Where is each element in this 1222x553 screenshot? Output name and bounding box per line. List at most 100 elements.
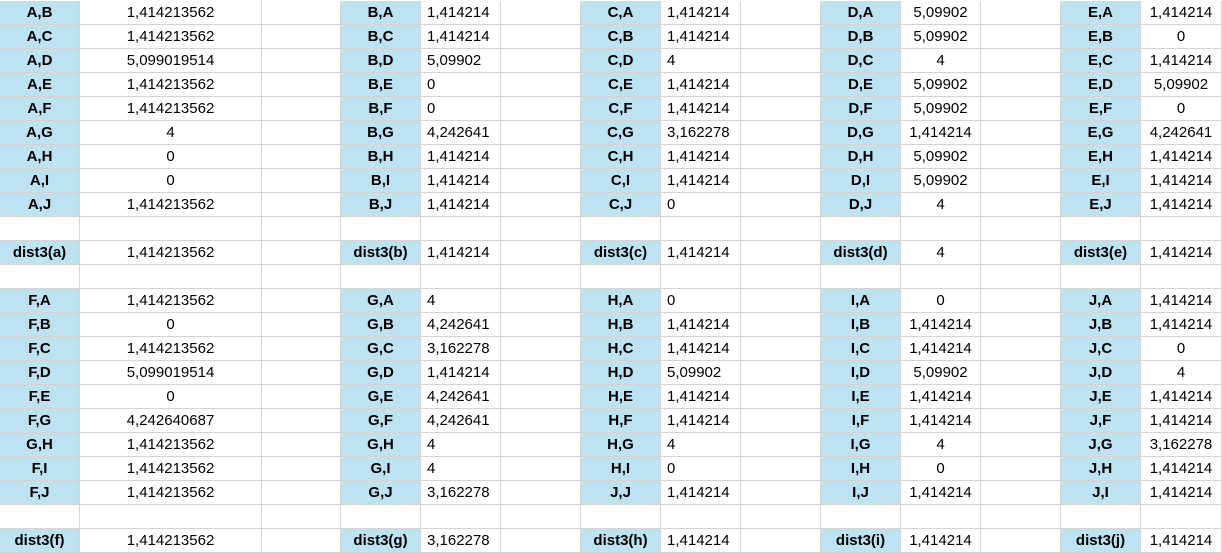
distance-value-cell[interactable]: 1,414214 <box>1141 169 1222 193</box>
empty-cell[interactable] <box>981 49 1061 73</box>
empty-cell[interactable] <box>501 337 581 361</box>
distance-value-cell[interactable]: 1,414214 <box>901 121 981 145</box>
pair-label-cell[interactable]: A,B <box>0 1 80 25</box>
pair-label-cell[interactable]: J,B <box>1061 313 1141 337</box>
pair-label-cell[interactable]: J,E <box>1061 385 1141 409</box>
empty-cell[interactable] <box>981 313 1061 337</box>
empty-cell[interactable] <box>262 313 341 337</box>
empty-cell[interactable] <box>0 505 80 529</box>
empty-cell[interactable] <box>661 505 741 529</box>
pair-label-cell[interactable]: A,F <box>0 97 80 121</box>
empty-cell[interactable] <box>741 121 821 145</box>
pair-label-cell[interactable]: J,A <box>1061 289 1141 313</box>
distance-value-cell[interactable]: 4 <box>421 433 501 457</box>
empty-cell[interactable] <box>981 25 1061 49</box>
pair-label-cell[interactable]: C,I <box>581 169 661 193</box>
distance-value-cell[interactable]: 1,414214 <box>661 97 741 121</box>
empty-cell[interactable] <box>262 433 341 457</box>
empty-cell[interactable] <box>821 505 901 529</box>
pair-label-cell[interactable]: E,G <box>1061 121 1141 145</box>
dist3-g-label[interactable]: dist3(g) <box>341 529 421 553</box>
empty-cell[interactable] <box>981 457 1061 481</box>
empty-cell[interactable] <box>501 289 581 313</box>
pair-label-cell[interactable]: C,H <box>581 145 661 169</box>
empty-cell[interactable] <box>741 169 821 193</box>
distance-value-cell[interactable]: 1,414214 <box>421 1 501 25</box>
empty-cell[interactable] <box>581 505 661 529</box>
empty-cell[interactable] <box>262 1 341 25</box>
empty-cell[interactable] <box>981 73 1061 97</box>
pair-label-cell[interactable]: D,F <box>821 97 901 121</box>
distance-value-cell[interactable]: 5,09902 <box>901 73 981 97</box>
dist3-i-value[interactable]: 1,414214 <box>901 529 981 553</box>
distance-value-cell[interactable]: 0 <box>661 457 741 481</box>
pair-label-cell[interactable]: B,G <box>341 121 421 145</box>
distance-value-cell[interactable]: 1,414214 <box>421 145 501 169</box>
empty-cell[interactable] <box>741 49 821 73</box>
empty-cell[interactable] <box>741 337 821 361</box>
empty-cell[interactable] <box>741 25 821 49</box>
empty-cell[interactable] <box>501 193 581 217</box>
distance-value-cell[interactable]: 0 <box>421 97 501 121</box>
distance-value-cell[interactable]: 4 <box>80 121 262 145</box>
empty-cell[interactable] <box>741 457 821 481</box>
empty-cell[interactable] <box>501 529 581 553</box>
empty-cell[interactable] <box>0 217 80 241</box>
empty-cell[interactable] <box>341 505 421 529</box>
distance-value-cell[interactable]: 1,414214 <box>661 73 741 97</box>
distance-value-cell[interactable]: 1,414214 <box>1141 289 1222 313</box>
distance-value-cell[interactable]: 0 <box>661 289 741 313</box>
distance-value-cell[interactable]: 4 <box>901 49 981 73</box>
distance-value-cell[interactable]: 0 <box>661 193 741 217</box>
empty-cell[interactable] <box>741 193 821 217</box>
distance-value-cell[interactable]: 4 <box>901 433 981 457</box>
distance-value-cell[interactable]: 4,242641 <box>421 313 501 337</box>
empty-cell[interactable] <box>262 121 341 145</box>
distance-value-cell[interactable]: 1,414213562 <box>80 457 262 481</box>
pair-label-cell[interactable]: E,A <box>1061 1 1141 25</box>
empty-cell[interactable] <box>981 361 1061 385</box>
distance-value-cell[interactable]: 1,414213562 <box>80 97 262 121</box>
pair-label-cell[interactable]: J,J <box>581 481 661 505</box>
distance-value-cell[interactable]: 1,414214 <box>661 25 741 49</box>
distance-value-cell[interactable]: 1,414214 <box>901 385 981 409</box>
distance-value-cell[interactable]: 4,242641 <box>421 385 501 409</box>
distance-value-cell[interactable]: 1,414214 <box>1141 385 1222 409</box>
empty-cell[interactable] <box>741 385 821 409</box>
distance-value-cell[interactable]: 4,242641 <box>421 121 501 145</box>
distance-value-cell[interactable]: 1,414213562 <box>80 193 262 217</box>
empty-cell[interactable] <box>262 145 341 169</box>
empty-cell[interactable] <box>741 313 821 337</box>
empty-cell[interactable] <box>1141 505 1222 529</box>
pair-label-cell[interactable]: F,A <box>0 289 80 313</box>
distance-value-cell[interactable]: 5,09902 <box>901 1 981 25</box>
distance-value-cell[interactable]: 4 <box>421 457 501 481</box>
empty-cell[interactable] <box>981 145 1061 169</box>
empty-cell[interactable] <box>262 385 341 409</box>
empty-cell[interactable] <box>262 289 341 313</box>
distance-value-cell[interactable]: 1,414213562 <box>80 337 262 361</box>
pair-label-cell[interactable]: G,H <box>0 433 80 457</box>
pair-label-cell[interactable]: C,A <box>581 1 661 25</box>
pair-label-cell[interactable]: C,J <box>581 193 661 217</box>
distance-value-cell[interactable]: 1,414214 <box>661 385 741 409</box>
distance-value-cell[interactable]: 1,414214 <box>1141 49 1222 73</box>
pair-label-cell[interactable]: I,A <box>821 289 901 313</box>
dist3-e-label[interactable]: dist3(e) <box>1061 241 1141 265</box>
distance-value-cell[interactable]: 4 <box>1141 361 1222 385</box>
empty-cell[interactable] <box>501 49 581 73</box>
pair-label-cell[interactable]: F,I <box>0 457 80 481</box>
distance-value-cell[interactable]: 1,414214 <box>901 337 981 361</box>
dist3-b-label[interactable]: dist3(b) <box>341 241 421 265</box>
dist3-g-value[interactable]: 3,162278 <box>421 529 501 553</box>
distance-value-cell[interactable]: 1,414213562 <box>80 289 262 313</box>
empty-cell[interactable] <box>501 121 581 145</box>
distance-value-cell[interactable]: 3,162278 <box>1141 433 1222 457</box>
distance-value-cell[interactable]: 1,414214 <box>1141 481 1222 505</box>
pair-label-cell[interactable]: J,D <box>1061 361 1141 385</box>
empty-cell[interactable] <box>501 97 581 121</box>
pair-label-cell[interactable]: D,B <box>821 25 901 49</box>
pair-label-cell[interactable]: I,D <box>821 361 901 385</box>
pair-label-cell[interactable]: I,C <box>821 337 901 361</box>
pair-label-cell[interactable]: I,H <box>821 457 901 481</box>
